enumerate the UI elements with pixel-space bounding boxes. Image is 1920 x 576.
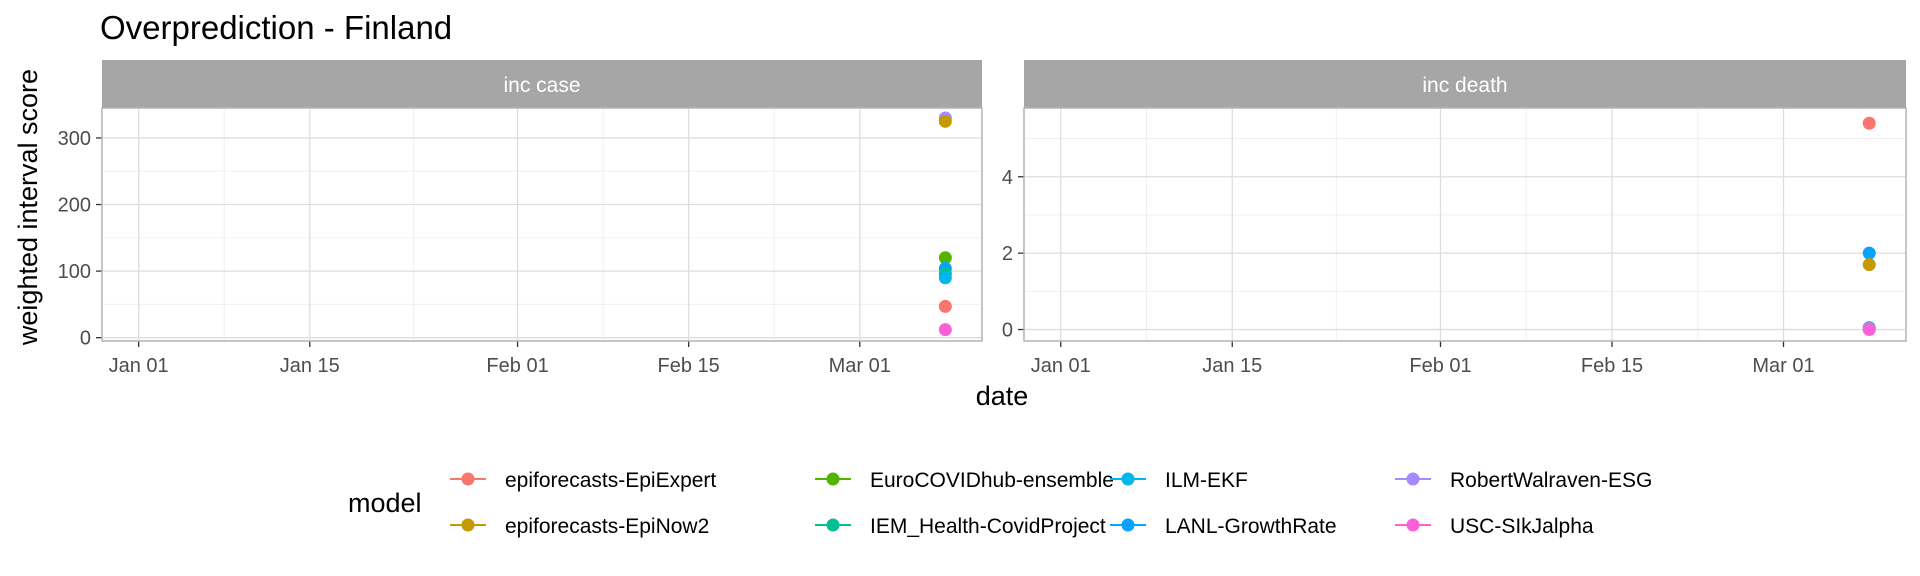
x-tick-label: Mar 01	[1752, 355, 1814, 377]
data-point	[1862, 323, 1876, 337]
facet-strip	[102, 60, 982, 108]
y-tick-label: 2	[1002, 243, 1013, 265]
legend-label: ILM-EKF	[1165, 469, 1248, 492]
x-tick-label: Feb 01	[486, 355, 548, 377]
facet-strip-label: inc death	[1422, 74, 1507, 97]
legend-key-point	[826, 518, 840, 532]
y-tick-label: 0	[1002, 320, 1013, 342]
x-tick-label: Jan 01	[1031, 355, 1091, 377]
data-point	[1862, 246, 1876, 260]
legend-key-point	[1406, 472, 1420, 486]
legend-label: LANL-GrowthRate	[1165, 515, 1337, 538]
facet-strip-label: inc case	[503, 74, 580, 97]
legend-key: ILM-EKF	[1110, 469, 1248, 492]
x-tick-label: Feb 01	[1409, 355, 1471, 377]
legend-key-point	[826, 472, 840, 486]
legend-title: model	[348, 488, 422, 518]
legend-label: EuroCOVIDhub-ensemble	[870, 469, 1114, 492]
legend-key: epiforecasts-EpiNow2	[450, 515, 709, 538]
panel-border	[1023, 107, 1907, 342]
data-point	[938, 114, 952, 128]
plot-area	[102, 108, 982, 341]
panel-border	[101, 107, 983, 342]
x-tick-label: Jan 15	[280, 355, 340, 377]
data-point	[938, 271, 952, 285]
chart-title: Overprediction - Finland	[100, 9, 452, 46]
y-tick-label: 200	[58, 195, 91, 217]
legend-label: USC-SIkJalpha	[1450, 515, 1594, 538]
legend-key-point	[461, 518, 475, 532]
x-tick-label: Feb 15	[658, 355, 720, 377]
legend-key: USC-SIkJalpha	[1395, 515, 1594, 538]
data-point	[1862, 116, 1876, 130]
data-point	[1862, 258, 1876, 272]
data-point	[938, 323, 952, 337]
x-tick-label: Mar 01	[829, 355, 891, 377]
legend-label: epiforecasts-EpiNow2	[505, 515, 709, 538]
x-tick-label: Feb 15	[1581, 355, 1643, 377]
legend-key-point	[1406, 518, 1420, 532]
legend-label: RobertWalraven-ESG	[1450, 469, 1652, 492]
legend-key: RobertWalraven-ESG	[1395, 469, 1652, 492]
legend-label: epiforecasts-EpiExpert	[505, 469, 716, 492]
legend-key-point	[1121, 518, 1135, 532]
y-tick-label: 100	[58, 261, 91, 283]
legend-key: epiforecasts-EpiExpert	[450, 469, 716, 492]
legend-key: IEM_Health-CovidProject	[815, 515, 1106, 538]
x-tick-label: Jan 15	[1202, 355, 1262, 377]
legend-key: EuroCOVIDhub-ensemble	[815, 469, 1114, 492]
y-tick-label: 4	[1002, 167, 1013, 189]
legend: model epiforecasts-EpiExpert epiforecasts…	[348, 469, 1652, 538]
y-tick-label: 300	[58, 128, 91, 150]
data-point	[938, 299, 952, 313]
plot-area	[1024, 108, 1906, 341]
y-axis-title: weighted interval score	[13, 69, 43, 346]
panel-inc-case: inc case Jan 01 Jan 15 Feb 01 Feb 15 Mar 01 0 1…	[58, 60, 983, 377]
x-axis-title: date	[976, 381, 1029, 411]
legend-label: IEM_Health-CovidProject	[870, 515, 1106, 538]
facet-strip	[1024, 60, 1906, 108]
y-tick-label: 0	[80, 328, 91, 350]
legend-key-point	[461, 472, 475, 486]
legend-key: LANL-GrowthRate	[1110, 515, 1337, 538]
x-tick-label: Jan 01	[109, 355, 169, 377]
panel-inc-death: inc death Jan 01 Jan 15 Feb 01 Feb 15 Mar 01 0…	[1002, 60, 1907, 377]
legend-key-point	[1121, 472, 1135, 486]
data-point	[938, 251, 952, 265]
